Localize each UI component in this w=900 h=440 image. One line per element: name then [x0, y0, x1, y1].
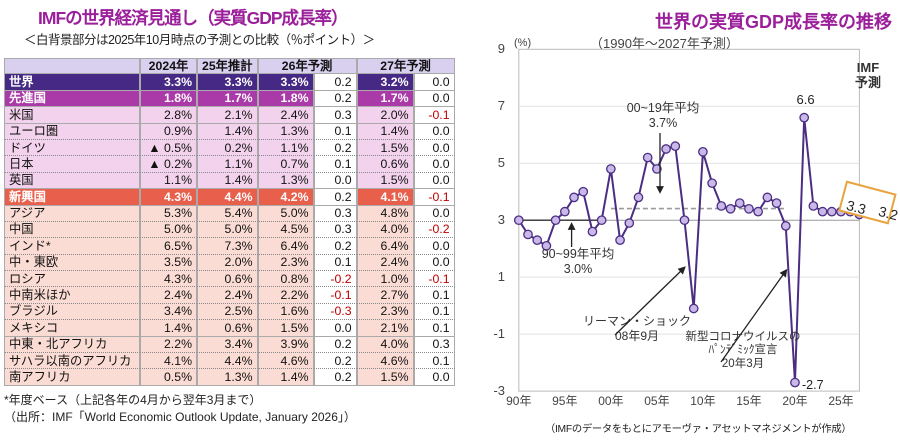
svg-text:3.7%: 3.7%: [649, 116, 678, 130]
svg-text:3: 3: [498, 212, 505, 227]
svg-text:3.0%: 3.0%: [564, 262, 593, 276]
svg-text:IMF: IMF: [857, 60, 879, 75]
svg-text:90年: 90年: [506, 394, 531, 408]
svg-text:00年: 00年: [598, 394, 623, 408]
svg-text:予測: 予測: [855, 75, 881, 90]
svg-text:-1: -1: [493, 326, 505, 341]
svg-text:-2.7: -2.7: [802, 378, 824, 392]
svg-text:25年: 25年: [828, 394, 853, 408]
svg-text:ﾊﾟﾝﾃﾞﾐｯｸ宣言: ﾊﾟﾝﾃﾞﾐｯｸ宣言: [709, 342, 778, 356]
svg-text:6.6: 6.6: [797, 92, 815, 107]
svg-text:-3: -3: [493, 383, 505, 398]
svg-text:1: 1: [498, 269, 505, 284]
svg-text:15年: 15年: [736, 394, 761, 408]
svg-text:20年3月: 20年3月: [722, 356, 764, 370]
svg-text:05年: 05年: [644, 394, 669, 408]
svg-text:10年: 10年: [690, 394, 715, 408]
svg-text:7: 7: [498, 98, 505, 113]
svg-text:08年9月: 08年9月: [615, 329, 659, 343]
svg-text:90~99年平均: 90~99年平均: [542, 247, 615, 261]
svg-text:5: 5: [498, 155, 505, 170]
svg-text:20年: 20年: [782, 394, 807, 408]
svg-text:9: 9: [498, 41, 505, 56]
svg-text:(%): (%): [514, 37, 531, 49]
svg-text:00~19年平均: 00~19年平均: [627, 101, 700, 115]
svg-text:リーマン・ショック: リーマン・ショック: [583, 314, 691, 328]
svg-text:95年: 95年: [552, 394, 577, 408]
